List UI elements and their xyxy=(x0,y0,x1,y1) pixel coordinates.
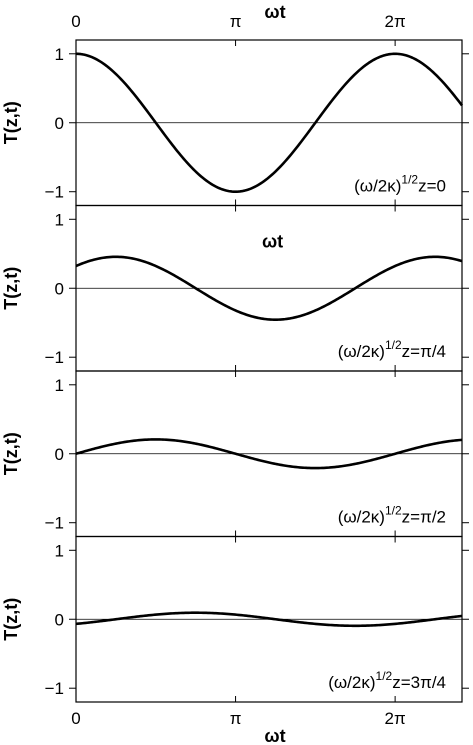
panel-2: −1 0 1 T(z,t) (ω/2κ)1/2z=π/4 ωt xyxy=(1,204,469,372)
series-line xyxy=(75,611,463,628)
annotation-prefix: (ω/2κ) xyxy=(338,508,385,527)
y-tick-label: 0 xyxy=(55,114,64,133)
y-tick-label: 0 xyxy=(55,279,64,298)
y-tick-label: −1 xyxy=(45,679,64,698)
annotation-suffix: z=3π/4 xyxy=(392,673,446,692)
y-axis-label: T(z,t) xyxy=(1,101,21,144)
top-x-tick-label: 0 xyxy=(71,12,80,31)
y-tick-label: −1 xyxy=(45,514,64,533)
bottom-x-tick-label: π xyxy=(230,709,242,728)
series-line xyxy=(75,438,463,470)
y-tick-label: 1 xyxy=(55,376,64,395)
y-tick-label: −1 xyxy=(45,183,64,202)
top-x-tick-label: 2π xyxy=(385,12,406,31)
annotation-suffix: z=π/4 xyxy=(402,342,446,361)
y-tick-label: 1 xyxy=(55,541,64,560)
panels: −101T(z,t)(ω/2κ)1/2z=0−101T(z,t)(ω/2κ)1/… xyxy=(1,39,469,703)
y-axis-label: T(z,t) xyxy=(1,432,21,475)
annotation-superscript: 1/2 xyxy=(385,338,402,352)
bottom-x-tick-label: 2π xyxy=(385,709,406,728)
inner-x-axis-label: ωt xyxy=(262,232,283,252)
annotation-prefix: (ω/2κ) xyxy=(328,673,375,692)
y-tick-label: 1 xyxy=(55,45,64,64)
depth-annotation: (ω/2κ)1/2z=3π/4 xyxy=(328,669,446,692)
annotation-suffix: z=0 xyxy=(418,177,446,196)
y-axis-label: T(z,t) xyxy=(1,267,21,310)
y-tick-label: 0 xyxy=(55,445,64,464)
y-tick-label: 0 xyxy=(55,610,64,629)
y-tick-label: 1 xyxy=(55,210,64,229)
top-x-tick-label: π xyxy=(230,12,242,31)
bottom-x-tick-label: 0 xyxy=(71,709,80,728)
y-axis-label: T(z,t) xyxy=(1,598,21,641)
bottom-x-axis-label: ωt xyxy=(264,726,285,745)
depth-annotation: (ω/2κ)1/2z=0 xyxy=(354,173,446,196)
annotation-prefix: (ω/2κ) xyxy=(338,342,385,361)
annotation-suffix: z=π/2 xyxy=(402,508,446,527)
series-line xyxy=(75,255,463,321)
annotation-superscript: 1/2 xyxy=(385,504,402,518)
annotation-superscript: 1/2 xyxy=(401,173,418,187)
depth-annotation: (ω/2κ)1/2z=π/2 xyxy=(338,504,446,527)
annotation-prefix: (ω/2κ) xyxy=(354,177,401,196)
annotation-superscript: 1/2 xyxy=(376,669,393,683)
panel-4: −1 0 1 T(z,t) (ω/2κ)1/2z=3π/4 xyxy=(1,535,469,703)
series-line xyxy=(75,52,464,194)
depth-annotation: (ω/2κ)1/2z=π/4 xyxy=(338,338,446,361)
panel-3: −1 0 1 T(z,t) (ω/2κ)1/2z=π/2 xyxy=(1,370,469,538)
top-x-axis-label: ωt xyxy=(264,2,285,22)
y-tick-label: −1 xyxy=(45,348,64,367)
panel-1: −1 0 1 T(z,t) (ω/2κ)1/2z=0 xyxy=(1,39,469,207)
